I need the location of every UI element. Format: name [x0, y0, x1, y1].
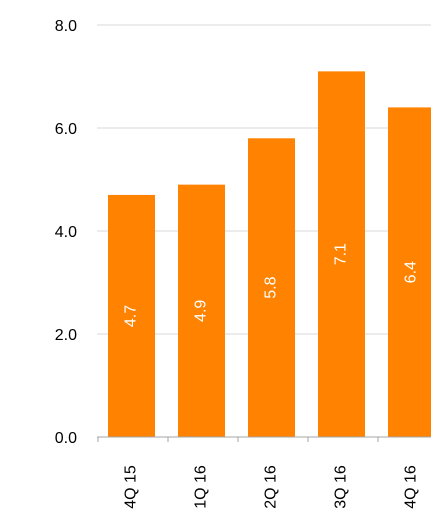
bars: [108, 71, 431, 438]
bar-4q-16: [388, 107, 431, 438]
y-tick-label-2: 4.0: [55, 224, 77, 241]
y-tick-label-4: 8.0: [55, 18, 77, 35]
bar-value-label-0: 4.7: [123, 305, 140, 327]
x-tick-label-3: 3Q 16: [333, 465, 350, 509]
bar-4q-15: [108, 194, 155, 437]
axes: [97, 436, 431, 442]
y-tick-label-0: 0.0: [55, 430, 77, 447]
bar-3q-16: [318, 71, 365, 437]
bar-value-label-1: 4.9: [193, 300, 210, 322]
y-tick-label-3: 6.0: [55, 121, 77, 138]
bar-value-label-2: 5.8: [263, 276, 280, 298]
x-tick-label-2: 2Q 16: [263, 465, 280, 509]
bar-value-label-3: 7.1: [333, 243, 350, 265]
labels: 0.0 2.0 4.0 6.0 8.0 4.7 4Q 15 4.9 1Q 16 5.8 2Q 16 7…: [55, 18, 420, 509]
bar-value-label-4: 6.4: [403, 261, 420, 283]
bar-1q-16: [178, 184, 225, 437]
y-tick-label-1: 2.0: [55, 327, 77, 344]
x-tick-label-0: 4Q 15: [123, 465, 140, 509]
x-tick-label-1: 1Q 16: [193, 465, 210, 509]
bar-2q-16: [248, 138, 295, 438]
x-tick-label-4: 4Q 16: [403, 465, 420, 509]
